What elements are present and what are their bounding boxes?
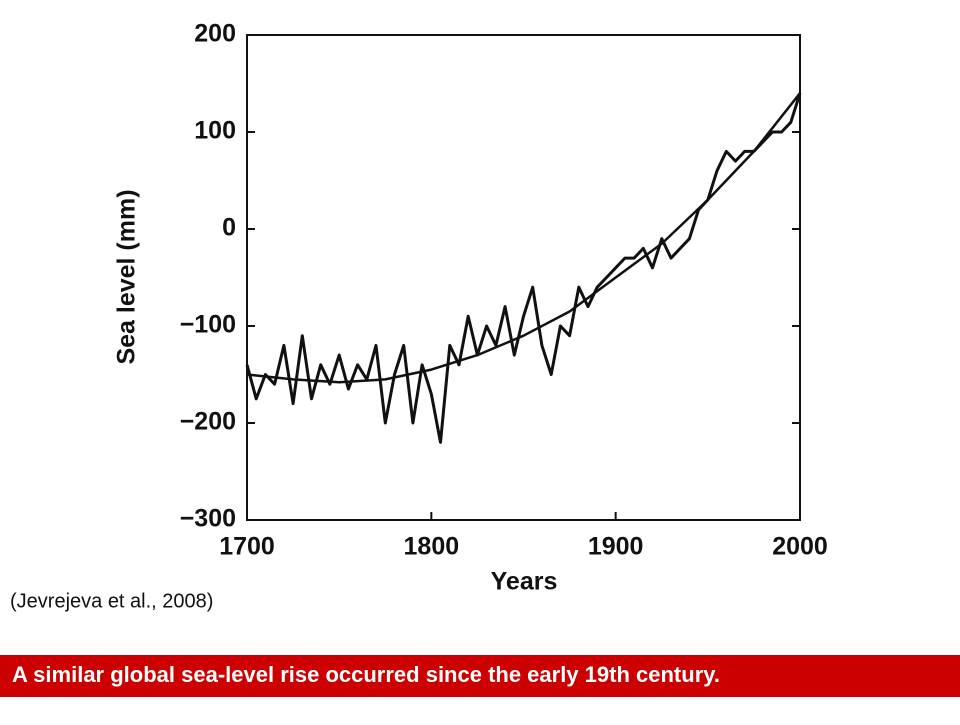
caption: A similar global sea-level rise occurred… bbox=[12, 662, 720, 687]
y-tick-label: −100 bbox=[180, 311, 236, 339]
caption-banner bbox=[0, 655, 960, 697]
series-line bbox=[245, 92, 802, 444]
x-tick-label: 1900 bbox=[588, 533, 644, 561]
y-tick-label: −300 bbox=[180, 505, 236, 533]
y-tick-label: −200 bbox=[180, 408, 236, 436]
x-axis-label: Years bbox=[491, 568, 558, 596]
x-tick-label: 2000 bbox=[772, 533, 828, 561]
x-tick-label: 1700 bbox=[219, 533, 275, 561]
plot-frame bbox=[246, 34, 801, 521]
series-line bbox=[246, 92, 801, 384]
y-tick-label: 0 bbox=[222, 214, 236, 242]
y-tick-label: 100 bbox=[194, 117, 236, 145]
source: (Jevrejeva et al., 2008) bbox=[10, 590, 213, 612]
y-tick-label: 200 bbox=[194, 20, 236, 48]
x-tick-label: 1800 bbox=[404, 533, 460, 561]
y-axis-label: Sea level (mm) bbox=[113, 189, 141, 364]
